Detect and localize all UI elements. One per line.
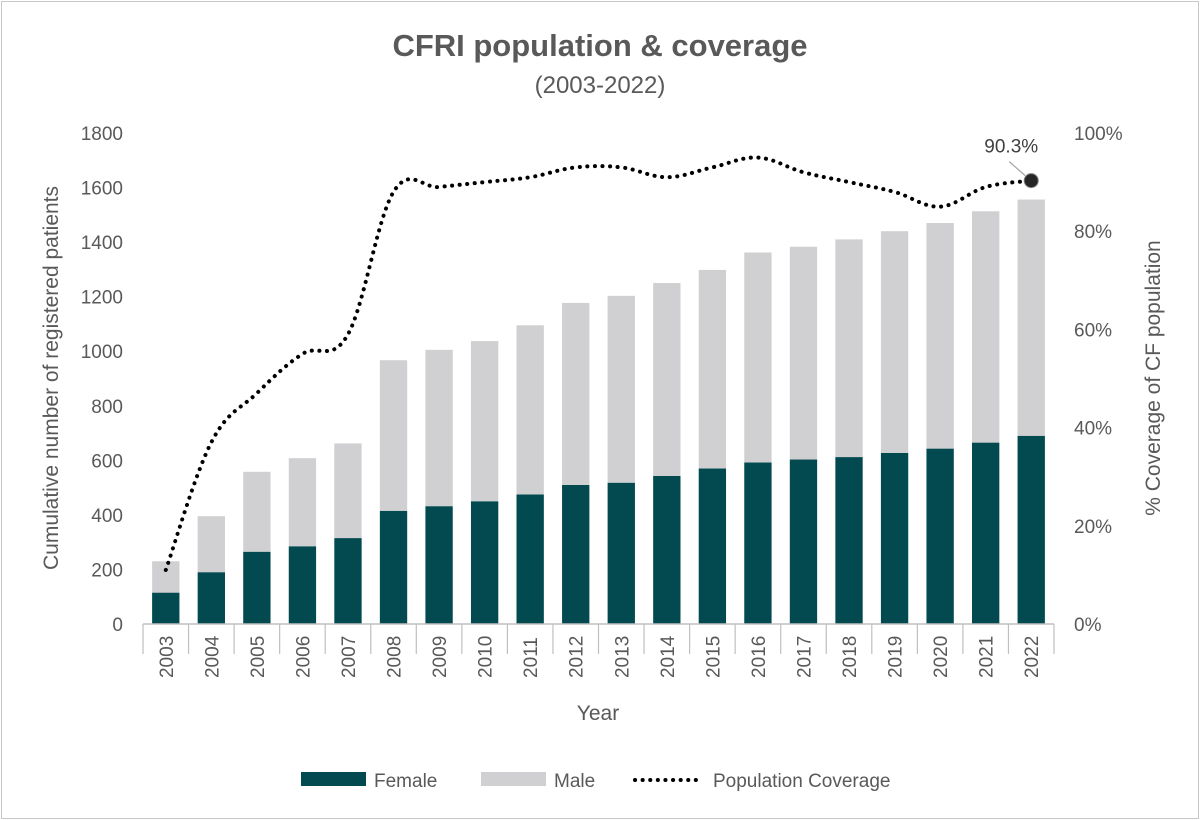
bar-male-2014 (653, 283, 681, 476)
x-tick-label-2004: 2004 (202, 635, 223, 678)
y2-tick-label: 60% (1074, 320, 1112, 341)
legend-label-coverage: Population Coverage (713, 771, 890, 792)
bar-male-2017 (789, 246, 818, 460)
bar-male-2005 (243, 471, 271, 552)
bar-male-2003 (152, 561, 180, 593)
x-tick-label-2005: 2005 (248, 636, 269, 678)
chart-subtitle: (2003-2022) (534, 72, 666, 99)
x-tick-label-2003: 2003 (157, 636, 178, 678)
coverage-annotation: 90.3% (984, 137, 1038, 158)
bar-female-2018 (835, 457, 863, 624)
y-axis-ticks: 0 200 400 600 800 1000 1200 1400 1600 1800 (81, 124, 123, 636)
bar-female-2015 (698, 468, 727, 624)
bar-female-2021 (972, 442, 1000, 624)
x-tick-label-2016: 2016 (749, 636, 770, 678)
x-tick-label-2007: 2007 (339, 636, 360, 678)
bar-female-2007 (334, 538, 362, 624)
x-axis-title: Year (577, 702, 619, 725)
bar-female-2020 (926, 448, 954, 624)
bar-female-2003 (152, 592, 180, 624)
y-tick-label: 200 (91, 560, 123, 581)
chart-title: CFRI population & coverage (392, 28, 808, 63)
x-tick-label-2012: 2012 (567, 636, 588, 678)
y-tick-label: 1000 (81, 342, 123, 363)
bar-male-2018 (835, 239, 863, 458)
y2-tick-label: 20% (1074, 517, 1112, 538)
bar-male-2012 (562, 302, 590, 485)
bar-male-2020 (926, 223, 954, 449)
bar-female-2016 (744, 462, 772, 624)
annotation-leader (1008, 161, 1026, 177)
bar-male-2011 (516, 325, 544, 495)
x-tick-label-2020: 2020 (931, 636, 952, 678)
x-tick-label-2009: 2009 (430, 636, 451, 678)
y2-tick-label: 80% (1074, 222, 1112, 243)
x-tick-label-2017: 2017 (794, 636, 815, 678)
bar-male-2006 (288, 458, 317, 547)
bar-female-2004 (197, 572, 225, 624)
bar-male-2019 (880, 231, 909, 453)
y-tick-label: 1800 (81, 124, 123, 145)
bar-female-2017 (789, 459, 818, 624)
y-tick-label: 1200 (81, 288, 123, 309)
x-tick-label-2021: 2021 (977, 636, 998, 678)
bar-female-2010 (470, 501, 499, 624)
legend-label-male: Male (554, 771, 595, 792)
bar-male-2016 (744, 252, 772, 463)
y-axis-title: Cumulative number of registered patients (40, 186, 63, 570)
x-tick-label-2010: 2010 (476, 636, 497, 678)
y-tick-label: 600 (91, 451, 123, 472)
legend-swatch-male (481, 772, 546, 786)
x-tick-label-2008: 2008 (385, 636, 406, 678)
legend-label-female: Female (374, 771, 437, 792)
bar-male-2008 (379, 360, 408, 511)
y2-tick-label: 0% (1074, 615, 1102, 636)
y2-axis-title: % Coverage of CF population (1142, 240, 1165, 516)
x-tick-label-2013: 2013 (612, 636, 633, 678)
bar-male-2010 (470, 341, 499, 502)
bar-female-2014 (653, 475, 681, 624)
x-tick-label-2006: 2006 (293, 636, 314, 678)
bar-female-2013 (607, 482, 635, 624)
bar-female-2022 (1017, 435, 1045, 624)
bar-female-2012 (562, 484, 590, 624)
x-tick-label-2022: 2022 (1022, 636, 1043, 678)
y-tick-label: 400 (91, 506, 123, 527)
y-tick-label: 1600 (81, 179, 123, 200)
x-tick-label-2014: 2014 (658, 635, 679, 678)
bars-group (152, 199, 1045, 624)
legend-swatch-female (301, 772, 366, 786)
bar-female-2009 (425, 506, 453, 624)
bar-male-2013 (607, 295, 635, 483)
y-tick-label: 1400 (81, 233, 123, 254)
bar-male-2021 (972, 211, 1000, 443)
bar-female-2005 (243, 551, 271, 624)
bar-female-2019 (880, 452, 909, 624)
y2-tick-label: 40% (1074, 419, 1112, 440)
bar-female-2008 (379, 510, 408, 624)
bar-male-2022 (1017, 199, 1045, 436)
bar-female-2006 (288, 546, 317, 624)
y-tick-label: 0 (112, 615, 123, 636)
bar-male-2004 (197, 516, 225, 573)
y-tick-label: 800 (91, 397, 123, 418)
legend: Female Male Population Coverage (301, 771, 890, 792)
bar-male-2015 (698, 269, 727, 469)
bar-male-2007 (334, 443, 362, 539)
x-tick-label-2011: 2011 (521, 637, 542, 678)
x-tick-label-2019: 2019 (886, 636, 907, 678)
bar-female-2011 (516, 494, 544, 624)
coverage-last-marker (1023, 173, 1039, 189)
y2-tick-label: 100% (1074, 124, 1123, 145)
x-tick-label-2015: 2015 (703, 636, 724, 678)
x-axis-ticks: 2003 2004 2005 2006 2007 2008 2009 2010 2011 2012… (142, 624, 1055, 678)
bar-male-2009 (425, 349, 453, 507)
y2-axis-ticks: 0% 20% 40% 60% 80% 100% (1074, 124, 1123, 636)
x-tick-label-2018: 2018 (840, 636, 861, 678)
